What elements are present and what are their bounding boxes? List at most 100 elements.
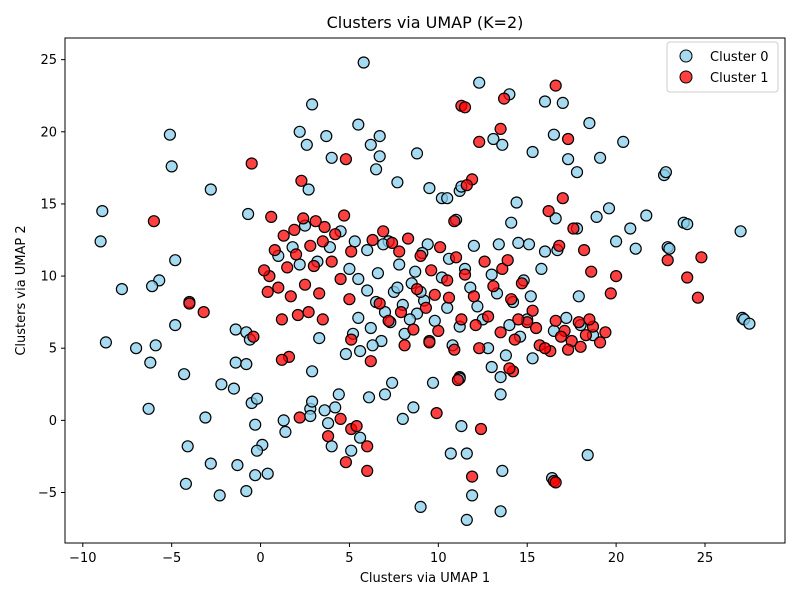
data-point-cluster-1 [425, 264, 438, 277]
data-point-cluster-1 [345, 245, 358, 258]
data-point-cluster-0 [386, 376, 399, 389]
data-point-cluster-1 [386, 236, 399, 249]
data-point-cluster-1 [585, 265, 598, 278]
data-point-cluster-1 [197, 306, 210, 319]
data-point-cluster-1 [442, 291, 456, 304]
data-point-cluster-0 [492, 238, 505, 251]
data-point-cluster-1 [318, 220, 331, 234]
data-point-cluster-0 [487, 132, 500, 146]
data-point-cluster-1 [553, 239, 566, 252]
data-point-cluster-1 [394, 306, 408, 319]
data-point-cluster-0 [181, 440, 194, 453]
data-point-cluster-0 [396, 412, 409, 425]
x-axis: −10 −5 0 5 10 15 20 25 [69, 543, 713, 566]
data-point-cluster-0 [213, 489, 226, 502]
data-point-cluster-0 [659, 166, 673, 179]
data-point-cluster-1 [583, 313, 596, 326]
data-point-cluster-1 [567, 222, 580, 235]
data-point-cluster-1 [496, 262, 509, 275]
data-point-cluster-0 [144, 356, 157, 369]
data-point-cluster-0 [407, 401, 420, 414]
data-point-cluster-0 [163, 128, 176, 141]
data-point-cluster-0 [570, 166, 584, 179]
data-point-cluster-0 [734, 225, 747, 238]
x-axis-label: Clusters via UMAP 1 [360, 571, 490, 586]
data-point-cluster-0 [142, 402, 155, 415]
data-point-cluster-1 [350, 420, 363, 433]
data-point-cluster-0 [602, 202, 616, 215]
x-tick-label: 25 [697, 551, 714, 566]
data-point-cluster-0 [467, 239, 480, 252]
data-point-cluster-1 [322, 430, 335, 443]
data-point-cluster-0 [165, 160, 178, 173]
data-point-cluster-1 [448, 215, 461, 228]
data-point-cluster-0 [403, 313, 416, 326]
data-point-cluster-0 [352, 311, 365, 324]
data-point-cluster-0 [249, 418, 262, 431]
data-point-cluster-1 [460, 179, 473, 192]
data-point-cluster-1 [268, 244, 281, 257]
data-point-cluster-1 [261, 285, 274, 298]
data-point-cluster-0 [361, 244, 374, 257]
data-point-cluster-0 [524, 290, 537, 303]
data-point-cluster-0 [279, 425, 292, 438]
data-point-cluster-1 [291, 308, 304, 322]
data-point-cluster-0 [681, 218, 694, 231]
data-point-cluster-0 [485, 360, 498, 374]
data-point-cluster-1 [361, 464, 374, 477]
data-point-cluster-1 [604, 287, 617, 300]
data-point-cluster-1 [334, 272, 347, 286]
data-point-cluster-0 [485, 268, 498, 281]
data-point-cluster-0 [366, 339, 379, 352]
data-point-cluster-0 [169, 254, 182, 267]
x-tick-label: 0 [256, 551, 264, 566]
data-point-cluster-1 [366, 233, 379, 247]
data-point-cluster-0 [329, 401, 342, 414]
data-point-cluster-1 [494, 326, 507, 339]
data-point-cluster-0 [572, 290, 585, 303]
data-point-cluster-0 [169, 319, 182, 332]
y-tick-label: 10 [40, 270, 57, 285]
data-point-cluster-1 [265, 210, 278, 223]
data-point-cluster-0 [250, 444, 264, 457]
data-point-cluster-1 [661, 254, 674, 267]
data-point-cluster-1 [561, 343, 575, 356]
data-point-cluster-1 [284, 290, 297, 303]
data-point-cluster-0 [361, 284, 374, 297]
data-point-cluster-1 [549, 314, 562, 327]
data-point-cluster-0 [494, 371, 507, 384]
data-point-cluster-0 [538, 95, 552, 108]
data-point-cluster-0 [421, 238, 434, 251]
y-tick-label: −5 [38, 486, 57, 501]
data-point-cluster-0 [364, 138, 377, 151]
data-point-cluster-1 [382, 314, 395, 327]
data-point-cluster-0 [179, 477, 192, 490]
data-point-cluster-1 [345, 333, 358, 346]
data-point-cluster-0 [250, 392, 264, 405]
data-point-cluster-0 [410, 147, 424, 160]
data-point-cluster-0 [371, 267, 384, 280]
data-point-cluster-0 [561, 153, 575, 166]
data-point-cluster-0 [617, 135, 630, 148]
data-point-cluster-1 [561, 132, 575, 146]
data-point-cluster-1 [554, 330, 568, 343]
y-tick-label: 20 [40, 125, 57, 140]
data-point-cluster-0 [306, 395, 319, 408]
data-point-cluster-1 [419, 301, 432, 314]
data-point-cluster-0 [373, 150, 386, 163]
data-point-cluster-0 [227, 382, 240, 395]
data-point-cluster-1 [469, 319, 482, 332]
data-point-cluster-0 [325, 151, 338, 164]
y-axis-label: Clusters via UMAP 2 [14, 225, 29, 355]
data-point-cluster-1 [295, 174, 308, 187]
legend-marker-cluster-0 [679, 49, 693, 63]
data-point-cluster-0 [503, 319, 516, 332]
data-point-cluster-0 [393, 258, 406, 271]
data-point-cluster-0 [460, 447, 473, 460]
data-point-cluster-1 [529, 321, 543, 335]
data-point-cluster-1 [288, 223, 301, 236]
data-point-cluster-1 [183, 297, 196, 310]
data-point-cluster-1 [309, 215, 322, 228]
legend-marker-cluster-1 [679, 70, 693, 84]
data-point-cluster-1 [508, 333, 521, 346]
